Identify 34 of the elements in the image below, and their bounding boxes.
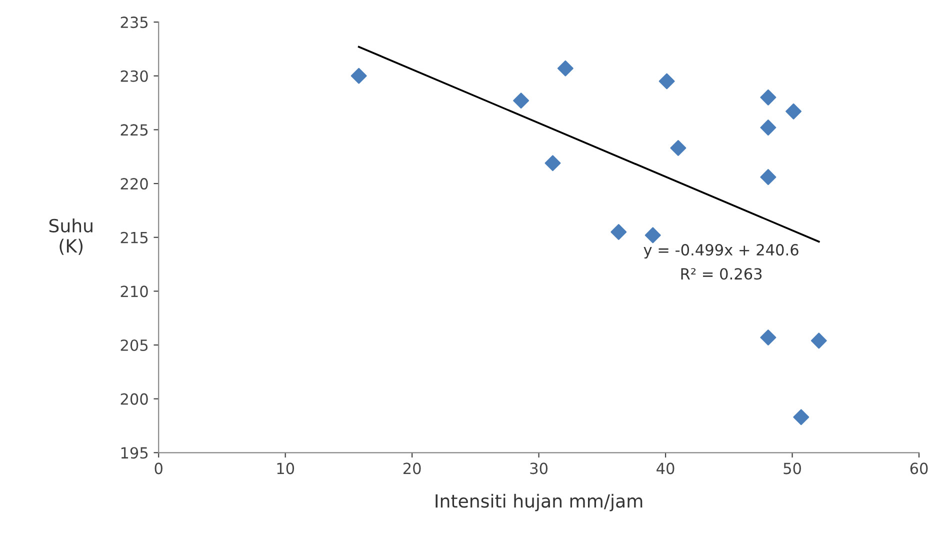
annotation: y = -0.499x + 240.6 R² = 0.263 (644, 244, 798, 280)
point (760, 120, 776, 136)
x-tick-label: 30 (530, 462, 548, 474)
point (658, 73, 675, 90)
point (350, 68, 367, 84)
point (810, 332, 827, 349)
point (544, 155, 561, 172)
y-tick-label: 210 (120, 286, 148, 298)
point (793, 409, 810, 426)
x-tick-label: 50 (784, 462, 801, 474)
x-axis-title: Intensiti hujan mm/jam (436, 494, 642, 512)
point (760, 329, 776, 346)
y-tick-label: 195 (121, 447, 148, 459)
point (760, 89, 776, 106)
point (557, 60, 574, 76)
point (513, 92, 530, 109)
y-axis-title: Suhu (K) (49, 218, 92, 255)
point (644, 227, 661, 244)
y-tick-label: 215 (120, 232, 148, 244)
x-tick-label: 0 (154, 462, 162, 474)
y-tick-label: 235 (120, 16, 148, 28)
y-tick-label: 230 (120, 70, 148, 82)
x-tick-label: 20 (403, 462, 421, 474)
point (760, 169, 776, 186)
x-tick-label: 60 (910, 462, 928, 474)
point (670, 140, 686, 156)
x-tick-label: 40 (656, 462, 674, 474)
y-tick-label: 205 (120, 339, 148, 352)
y-tick-label: 200 (120, 393, 148, 405)
y-tick-label: 225 (120, 124, 148, 136)
point (610, 224, 627, 240)
x-tick-label: 10 (277, 462, 294, 474)
point (786, 103, 802, 120)
y-tick-label: 220 (120, 178, 148, 190)
